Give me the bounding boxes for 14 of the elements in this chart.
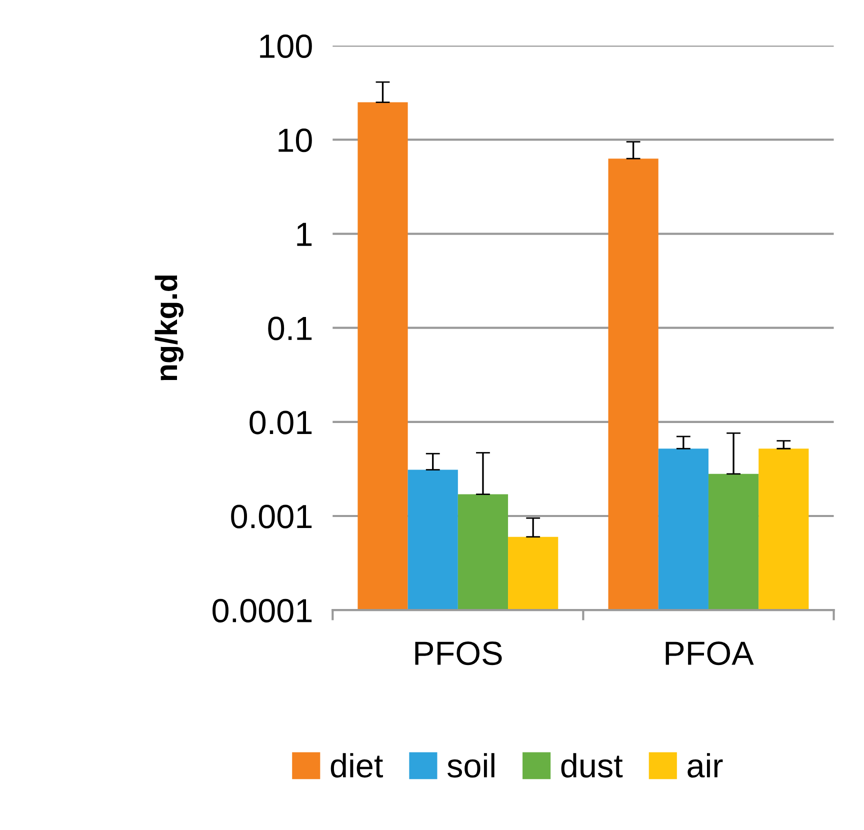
- x-tick-label: PFOA: [666, 641, 754, 666]
- y-tick-label: 0.1: [268, 316, 312, 340]
- y-tick-label: 0.001: [231, 504, 312, 528]
- legend-label: air: [688, 753, 723, 778]
- y-tick-label: 10: [278, 128, 312, 152]
- y-tick-label: 100: [260, 34, 312, 58]
- y-tick-label: 1: [297, 222, 312, 246]
- y-tick-label: 0.0001: [212, 598, 312, 622]
- legend-label: dust: [561, 753, 623, 778]
- legend-label: soil: [447, 753, 494, 778]
- y-tick-label: 0.01: [250, 410, 312, 434]
- y-axis-title: ng/kg.d: [154, 276, 184, 380]
- legend-label: diet: [330, 753, 383, 778]
- x-tick-label: PFOS: [415, 641, 502, 666]
